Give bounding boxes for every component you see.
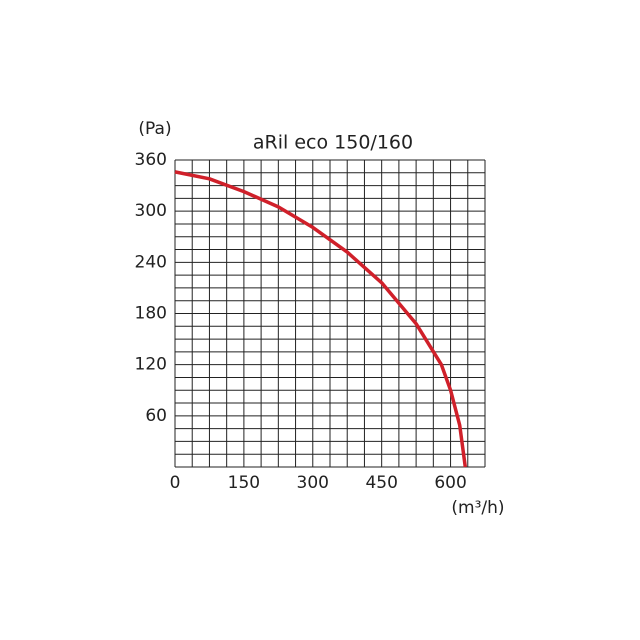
y-tick-label: 360 — [135, 150, 167, 170]
y-tick-label: 180 — [135, 304, 167, 324]
x-tick-label: 150 — [228, 473, 260, 493]
y-tick-label: 120 — [135, 355, 167, 375]
line — [174, 170, 468, 468]
x-tick-label: 0 — [170, 473, 181, 493]
x-tick-label: 600 — [434, 473, 466, 493]
y-tick-label: 300 — [135, 201, 167, 221]
y-axis-label: (Pa) — [138, 119, 171, 139]
x-tick-label: 300 — [297, 473, 329, 493]
y-tick-label: 60 — [145, 406, 167, 426]
y-tick-label: 240 — [135, 252, 167, 272]
x-axis-label: (m³/h) — [451, 498, 504, 518]
chart-title: aRil eco 150/160 — [253, 132, 413, 154]
x-tick-label: 450 — [365, 473, 397, 493]
